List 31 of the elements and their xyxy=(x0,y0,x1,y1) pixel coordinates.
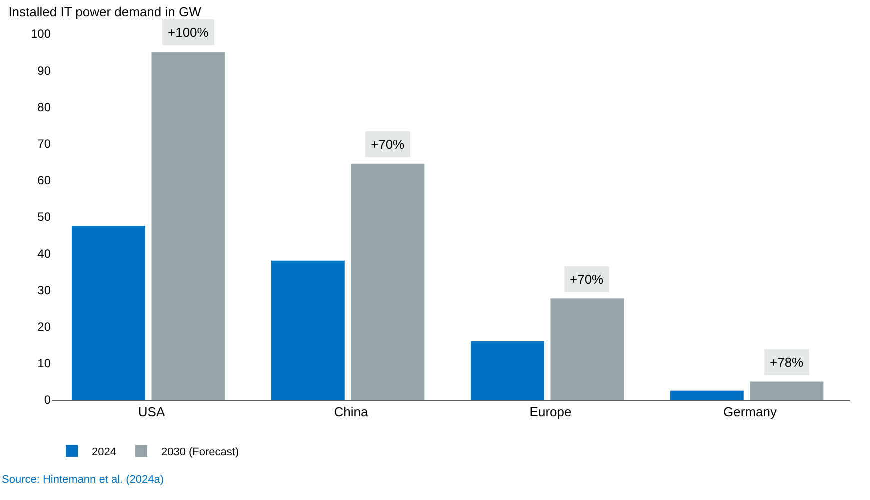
y-tick-label: 10 xyxy=(38,356,52,371)
bar xyxy=(550,298,624,400)
y-tick-label: 80 xyxy=(38,100,52,114)
annotation: +78% xyxy=(770,355,804,370)
bar xyxy=(72,226,146,400)
annotation: +100% xyxy=(168,25,210,40)
bar xyxy=(271,260,345,400)
y-tick-label: 0 xyxy=(44,393,52,408)
x-tick-label: China xyxy=(334,404,369,420)
bar xyxy=(152,52,226,400)
chart-title: Installed IT power demand in GW xyxy=(8,4,202,20)
bar xyxy=(351,164,425,400)
y-tick-label: 100 xyxy=(30,27,52,42)
x-tick-label: USA xyxy=(138,404,166,420)
y-tick-label: 30 xyxy=(38,283,52,298)
bar xyxy=(750,382,824,400)
source-note: Source: Hintemann et al. (2024a) xyxy=(2,474,164,486)
legend-label: 2030 (Forecast) xyxy=(161,446,240,458)
y-tick-label: 50 xyxy=(38,210,52,224)
y-tick-label: 90 xyxy=(38,64,52,78)
annotation: +70% xyxy=(570,272,604,287)
y-tick-label: 60 xyxy=(38,174,52,188)
x-tick-label: Germany xyxy=(724,404,778,420)
y-tick-label: 70 xyxy=(38,137,52,151)
bar xyxy=(470,341,544,400)
bar xyxy=(670,390,744,400)
annotation: +70% xyxy=(371,137,406,152)
y-tick-label: 20 xyxy=(38,320,52,334)
y-tick-label: 40 xyxy=(38,246,52,261)
x-tick-label: Europe xyxy=(530,404,572,420)
legend-label: 2024 xyxy=(92,446,116,458)
